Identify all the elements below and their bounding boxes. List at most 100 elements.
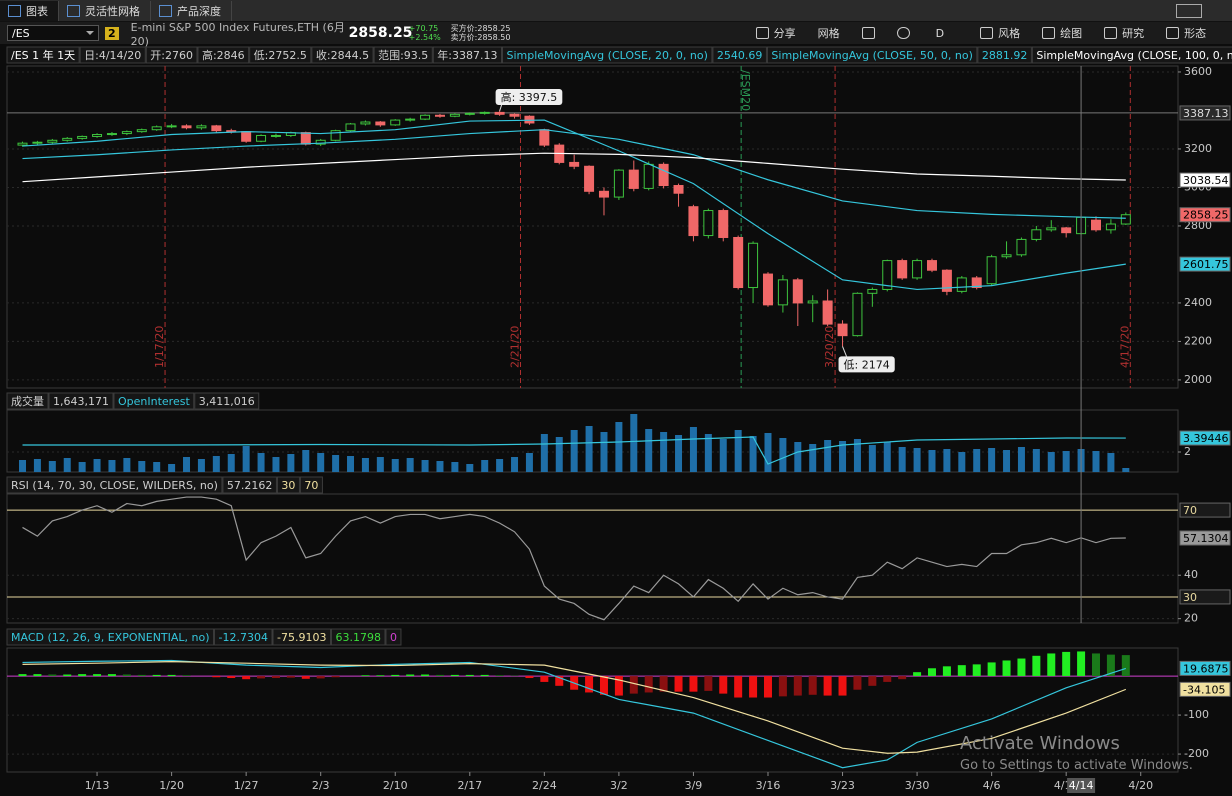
header-box xyxy=(222,476,277,494)
volume-bar xyxy=(853,439,861,472)
tool-flask[interactable] xyxy=(861,27,875,39)
window-button[interactable] xyxy=(1176,3,1202,18)
icon xyxy=(755,27,769,39)
symbol: /ES xyxy=(12,26,30,40)
series-line xyxy=(22,129,1126,219)
header-text: 70 xyxy=(304,479,318,492)
tool-style[interactable]: 风格 xyxy=(980,25,1020,41)
histogram-bar xyxy=(525,676,534,679)
candle-body xyxy=(241,131,252,142)
candle-body xyxy=(688,206,699,237)
panel xyxy=(6,647,1179,773)
panel xyxy=(6,493,1179,624)
x-tick-label: 3/9 xyxy=(685,779,703,792)
volume-bar xyxy=(779,438,787,472)
candle-body xyxy=(196,125,207,129)
histogram-bar xyxy=(1017,658,1026,677)
candle-body xyxy=(598,190,609,198)
histogram-bar xyxy=(659,676,668,692)
price-marker-box xyxy=(1179,660,1231,676)
tab-icon xyxy=(8,4,21,17)
price-marker-box xyxy=(1179,256,1231,272)
tool-settings[interactable] xyxy=(896,27,910,39)
histogram-bar xyxy=(93,674,102,677)
header-text: OpenInterest xyxy=(118,395,190,408)
candle-body xyxy=(777,279,788,306)
icon xyxy=(1104,27,1118,39)
icon xyxy=(896,27,910,39)
header-box xyxy=(214,628,273,646)
symbol-bar: /ES 2 E-mini S&P 500 Index Futures,ETH (… xyxy=(0,21,1232,48)
tool-period[interactable]: D xyxy=(936,27,944,40)
price-marker-label: -34.105 xyxy=(1183,683,1225,696)
tab[interactable]: 灵活性网格 xyxy=(59,0,151,21)
tool-share[interactable]: 分享 xyxy=(755,25,796,41)
volume-bar xyxy=(257,453,265,472)
series-line xyxy=(22,436,1126,465)
histogram-bar xyxy=(286,676,295,678)
header-box xyxy=(1031,46,1232,64)
tool-label: 网格 xyxy=(817,27,840,40)
volume-bar xyxy=(227,454,235,472)
icon xyxy=(1042,27,1056,39)
candle-body xyxy=(300,132,311,145)
header-box xyxy=(79,46,146,64)
volume-bar xyxy=(63,458,71,472)
volume-bar xyxy=(645,429,653,472)
price-marker-box xyxy=(1179,430,1231,446)
volume-bar xyxy=(421,460,429,472)
volume-bar xyxy=(734,430,742,472)
tab[interactable]: 图表 xyxy=(0,0,59,21)
candle-body xyxy=(658,163,669,187)
y-tick-label: 3200 xyxy=(1184,142,1212,155)
tab-label: 产品深度 xyxy=(177,4,221,18)
candle-body xyxy=(1105,223,1116,231)
candle-body xyxy=(941,269,952,292)
histogram-bar xyxy=(376,675,385,677)
tool-studies[interactable]: 研究 xyxy=(1104,25,1144,41)
volume-bar xyxy=(704,434,712,472)
histogram-bar xyxy=(301,676,310,679)
annotation-label: 低: 2174 xyxy=(844,358,890,371)
histogram-bar xyxy=(540,676,549,682)
tab-icon xyxy=(67,4,80,17)
candle-body xyxy=(569,161,580,167)
header-text: 0 xyxy=(390,631,397,644)
x-tick-label: 2/3 xyxy=(312,779,330,792)
tool-label: 形态 xyxy=(1184,27,1207,40)
histogram-bar xyxy=(212,676,221,678)
tool-patterns[interactable]: 形态 xyxy=(1166,25,1206,41)
tool-label: D xyxy=(935,26,945,40)
candle-body xyxy=(17,142,28,146)
histogram-bar xyxy=(18,674,27,677)
header-box xyxy=(6,392,49,410)
histogram-bar xyxy=(823,676,832,696)
tool-grid[interactable]: 网格 xyxy=(818,25,840,41)
tab-bar: 图表 灵活性网格 产品深度 xyxy=(0,0,1232,22)
annotation-label: 高: 3397.5 xyxy=(501,90,558,104)
candle-body xyxy=(1090,219,1101,231)
volume-bar xyxy=(332,455,340,472)
tab[interactable]: 产品深度 xyxy=(151,0,232,21)
volume-bar xyxy=(511,457,519,472)
tool-draw[interactable]: 绘图 xyxy=(1042,25,1082,41)
volume-bar xyxy=(958,452,966,472)
header-text: SimpleMovingAvg (CLOSE, 100, 0, no) xyxy=(1036,49,1232,62)
header-box xyxy=(6,46,80,64)
histogram-bar xyxy=(63,674,72,677)
volume-bar xyxy=(689,427,697,472)
candle-body xyxy=(434,114,445,117)
histogram-bar xyxy=(48,674,57,677)
volume-bar xyxy=(197,459,205,472)
candle-body xyxy=(32,141,43,144)
volume-bar xyxy=(555,437,563,472)
symbol-input[interactable]: /ES xyxy=(7,25,99,41)
candle-body xyxy=(897,260,908,279)
link-badge[interactable]: 2 xyxy=(105,26,119,40)
price-marker-box xyxy=(1179,105,1231,121)
candle-body xyxy=(136,129,147,133)
histogram-bar xyxy=(883,676,892,682)
header-box xyxy=(6,628,215,646)
candle-body xyxy=(315,139,326,145)
header-box xyxy=(145,46,198,64)
